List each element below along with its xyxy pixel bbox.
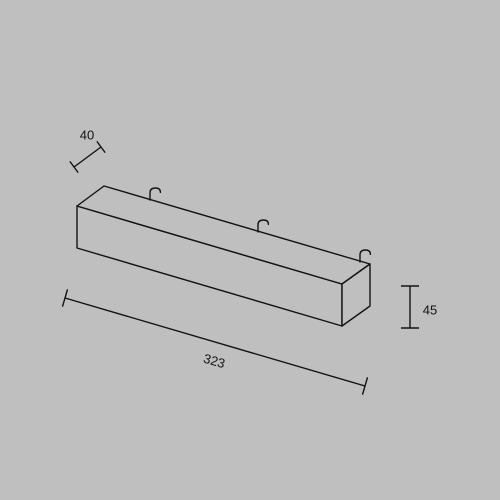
mount-hook-1: [150, 188, 160, 200]
dim-height-label: 45: [423, 302, 437, 317]
dim-width-label: 40: [80, 127, 94, 142]
dim-width-line: [74, 147, 101, 167]
mount-hook-2: [258, 220, 268, 232]
mount-hook-3: [360, 250, 370, 262]
dim-length-label: 323: [202, 351, 227, 371]
drawing-canvas: 40 323 45: [0, 0, 500, 500]
